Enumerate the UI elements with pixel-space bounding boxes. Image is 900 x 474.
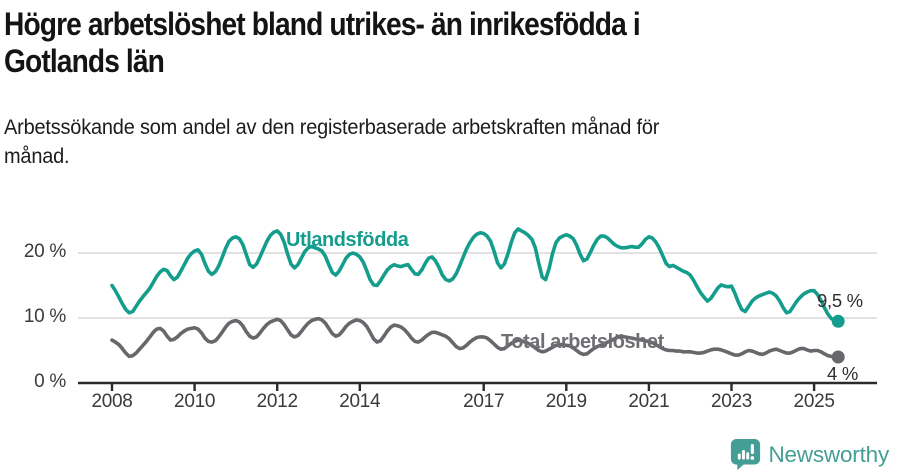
y-tick-label: 10 % xyxy=(23,306,66,327)
end-value-label-total: 4 % xyxy=(827,363,858,384)
x-tick-label: 2014 xyxy=(339,391,381,412)
series-label-utlandsfodda: Utlandsfödda xyxy=(286,228,409,251)
line-series-0 xyxy=(110,227,840,324)
newsworthy-wordmark: Newsworthy xyxy=(768,441,889,467)
end-dot-series-0 xyxy=(831,314,845,328)
newsworthy-logo[interactable]: Newsworthy xyxy=(730,438,889,471)
chart-subtitle: Arbetssökande som andel av den registerb… xyxy=(4,116,660,168)
newsworthy-bubble-chart-icon xyxy=(731,439,761,470)
series-label-total-arbetsloshet: Total arbetslöshet xyxy=(501,330,664,353)
x-tick-label: 2008 xyxy=(91,391,133,412)
end-value-label-utlandsfodda: 9,5 % xyxy=(817,290,863,311)
x-tick-label: 2021 xyxy=(628,391,670,412)
end-dot-series-1 xyxy=(831,350,845,364)
chart-title: Högre arbetslöshet bland utrikes- än inr… xyxy=(4,6,641,80)
x-tick-label: 2012 xyxy=(256,391,298,412)
x-tick-label: 2025 xyxy=(793,391,835,412)
x-tick-label: 2017 xyxy=(463,391,505,412)
y-tick-label: 20 % xyxy=(23,241,66,262)
x-tick-label: 2023 xyxy=(710,391,753,412)
y-tick-label: 0 % xyxy=(34,371,66,392)
x-tick-label: 2019 xyxy=(545,391,587,412)
line-series-1 xyxy=(110,316,840,359)
x-tick-label: 2010 xyxy=(174,391,216,412)
